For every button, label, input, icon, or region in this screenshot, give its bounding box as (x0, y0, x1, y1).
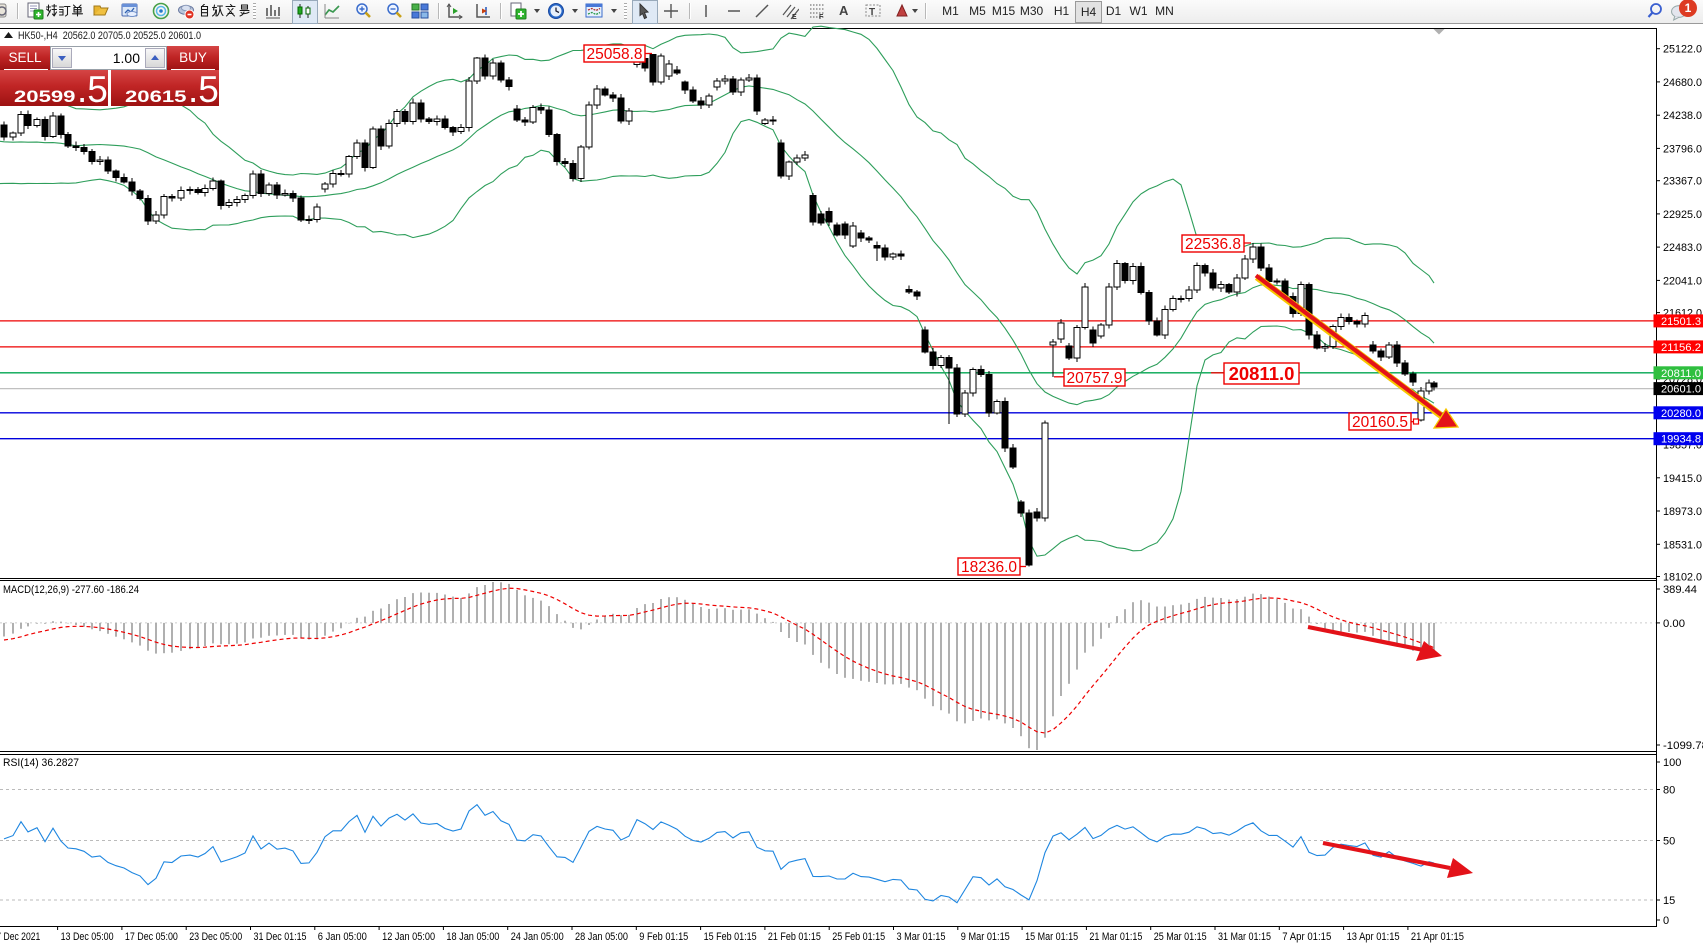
svg-text:7 Dec 2021: 7 Dec 2021 (0, 931, 40, 943)
svg-text:22041.0: 22041.0 (1663, 275, 1702, 287)
svg-text:E: E (792, 14, 797, 20)
svg-text:23796.0: 23796.0 (1663, 143, 1702, 155)
svg-text:22536.8: 22536.8 (1185, 236, 1241, 253)
svg-text:15 Mar 01:15: 15 Mar 01:15 (1025, 931, 1078, 943)
svg-text:9 Feb 01:15: 9 Feb 01:15 (639, 931, 688, 943)
svg-text:24238.0: 24238.0 (1663, 110, 1702, 122)
svg-text:25 Feb 01:15: 25 Feb 01:15 (832, 931, 885, 943)
svg-text:18973.0: 18973.0 (1663, 506, 1702, 518)
svg-text:25 Mar 01:15: 25 Mar 01:15 (1154, 931, 1207, 943)
svg-text:20160.5: 20160.5 (1352, 414, 1408, 431)
svg-text:20601.0: 20601.0 (1661, 384, 1701, 396)
svg-text:28 Jan 05:00: 28 Jan 05:00 (575, 931, 628, 943)
svg-text:F: F (819, 14, 824, 20)
svg-text:20811.0: 20811.0 (1661, 368, 1701, 380)
svg-text:3 Mar 01:15: 3 Mar 01:15 (897, 931, 946, 943)
svg-text:13 Dec 05:00: 13 Dec 05:00 (61, 931, 114, 943)
svg-text:21 Feb 01:15: 21 Feb 01:15 (768, 931, 821, 943)
svg-text:17 Dec 05:00: 17 Dec 05:00 (125, 931, 178, 943)
svg-text:22483.0: 22483.0 (1663, 242, 1702, 254)
svg-text:100: 100 (1663, 757, 1681, 769)
svg-text:18102.0: 18102.0 (1663, 572, 1702, 584)
svg-text:20757.9: 20757.9 (1066, 370, 1122, 387)
svg-text:15: 15 (1663, 895, 1675, 907)
svg-text:24 Jan 05:00: 24 Jan 05:00 (511, 931, 564, 943)
svg-text:22925.0: 22925.0 (1663, 209, 1702, 221)
svg-text:389.44: 389.44 (1663, 584, 1697, 596)
svg-text:21501.3: 21501.3 (1661, 316, 1701, 328)
svg-text:7 Apr 01:15: 7 Apr 01:15 (1282, 931, 1331, 943)
svg-text:21156.2: 21156.2 (1661, 342, 1701, 354)
svg-text:18 Jan 05:00: 18 Jan 05:00 (446, 931, 499, 943)
svg-text:0.00: 0.00 (1663, 618, 1685, 630)
svg-text:23367.0: 23367.0 (1663, 176, 1702, 188)
svg-text:23 Dec 05:00: 23 Dec 05:00 (189, 931, 242, 943)
svg-text:31 Mar 01:15: 31 Mar 01:15 (1218, 931, 1271, 943)
svg-text:20280.0: 20280.0 (1661, 408, 1701, 420)
svg-text:-1099.78: -1099.78 (1663, 740, 1703, 752)
svg-text:13 Apr 01:15: 13 Apr 01:15 (1347, 931, 1400, 943)
svg-text:T: T (869, 7, 875, 18)
svg-text:6 Jan 05:00: 6 Jan 05:00 (318, 931, 367, 943)
svg-text:RSI(14) 36.2827: RSI(14) 36.2827 (3, 757, 79, 769)
svg-text:12 Jan 05:00: 12 Jan 05:00 (382, 931, 435, 943)
svg-text:21 Mar 01:15: 21 Mar 01:15 (1089, 931, 1142, 943)
svg-text:19934.8: 19934.8 (1661, 434, 1701, 446)
svg-text:31 Dec 01:15: 31 Dec 01:15 (254, 931, 307, 943)
svg-text:20811.0: 20811.0 (1229, 363, 1295, 384)
svg-text:9 Mar 01:15: 9 Mar 01:15 (961, 931, 1010, 943)
svg-text:HK50-,H4 20562.0 20705.0 2052: HK50-,H4 20562.0 20705.0 20525.0 20601.0 (18, 30, 201, 42)
svg-text:0: 0 (1663, 915, 1669, 927)
svg-text:25058.8: 25058.8 (586, 46, 642, 63)
svg-text:19415.0: 19415.0 (1663, 473, 1702, 485)
svg-text:24680.0: 24680.0 (1663, 77, 1702, 89)
svg-text:80: 80 (1663, 785, 1675, 797)
svg-text:25122.0: 25122.0 (1663, 44, 1702, 56)
svg-text:50: 50 (1663, 836, 1675, 848)
svg-text:21 Apr 01:15: 21 Apr 01:15 (1411, 931, 1464, 943)
svg-text:MACD(12,26,9) -277.60 -186.24: MACD(12,26,9) -277.60 -186.24 (3, 584, 139, 596)
svg-text:18531.0: 18531.0 (1663, 539, 1702, 551)
svg-text:18236.0: 18236.0 (961, 559, 1017, 576)
svg-text:15 Feb 01:15: 15 Feb 01:15 (704, 931, 757, 943)
